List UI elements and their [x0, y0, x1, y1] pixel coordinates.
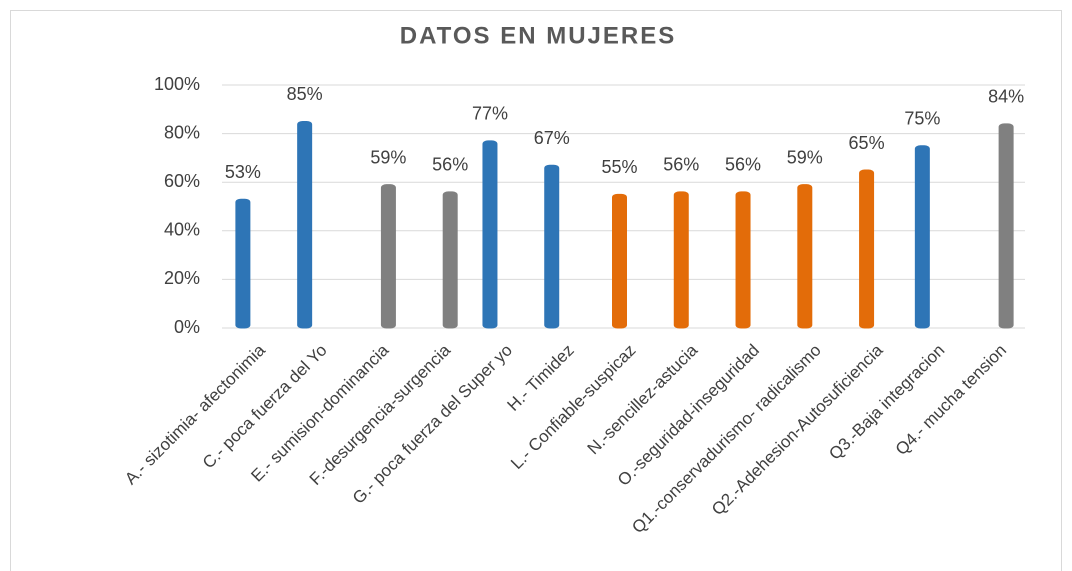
value-label: 59% — [787, 147, 823, 167]
value-label: 56% — [725, 155, 761, 175]
value-label: 55% — [601, 157, 637, 177]
bar — [235, 198, 251, 329]
y-tick-label: 60% — [164, 171, 200, 191]
value-label: 85% — [287, 84, 323, 104]
value-label: 65% — [849, 133, 885, 153]
y-tick-label: 100% — [154, 74, 200, 94]
bar — [442, 191, 458, 329]
bar — [297, 120, 313, 329]
bar — [998, 123, 1014, 329]
value-label: 59% — [370, 147, 406, 167]
bar — [914, 145, 930, 329]
bar — [859, 169, 875, 329]
value-label: 84% — [988, 87, 1024, 107]
y-tick-label: 80% — [164, 122, 200, 142]
value-label: 56% — [663, 155, 699, 175]
chart-title: DATOS EN MUJERES — [400, 22, 677, 49]
value-label: 56% — [432, 155, 468, 175]
value-label: 53% — [225, 162, 261, 182]
bar — [797, 184, 813, 329]
y-tick-label: 40% — [164, 220, 200, 240]
bar — [482, 140, 498, 329]
value-label: 67% — [534, 128, 570, 148]
bar — [735, 191, 751, 329]
y-tick-label: 20% — [164, 268, 200, 288]
bar — [380, 184, 396, 329]
value-label: 77% — [472, 104, 508, 124]
bar — [544, 164, 560, 329]
y-tick-label: 0% — [174, 317, 200, 337]
bar — [612, 193, 627, 329]
value-label: 75% — [904, 109, 940, 129]
bar — [673, 191, 689, 329]
chart-frame — [10, 10, 1062, 571]
